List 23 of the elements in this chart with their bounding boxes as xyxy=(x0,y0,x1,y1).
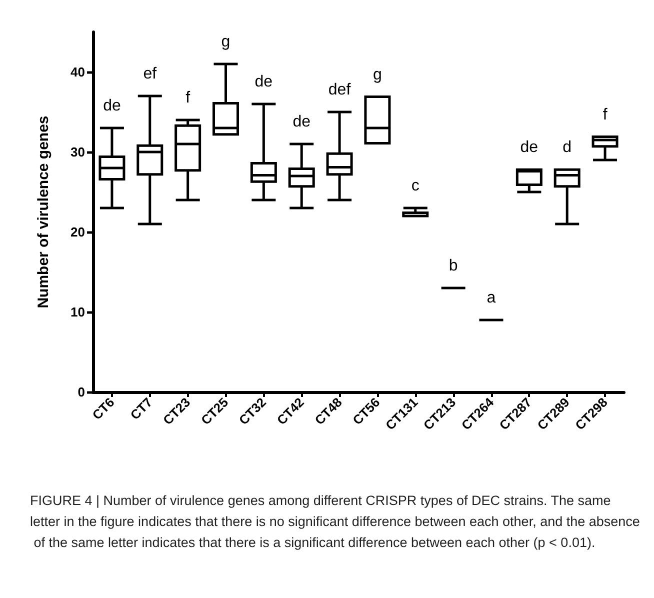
y-tick-label: 0 xyxy=(78,384,85,400)
annotation: g xyxy=(221,34,230,50)
y-axis-title: Number of virulence genes xyxy=(35,116,52,308)
annotation: de xyxy=(103,98,121,114)
y-tick-label: 30 xyxy=(70,144,85,160)
x-tick-label: CT7 xyxy=(127,394,156,423)
annotation: d xyxy=(562,139,572,156)
annotation: f xyxy=(602,106,608,124)
annotation: def xyxy=(328,82,352,98)
annotation: de xyxy=(292,114,311,130)
annotation: ef xyxy=(143,66,158,82)
annotation: f xyxy=(186,90,191,106)
annotation: b xyxy=(448,258,458,274)
annotation: g xyxy=(373,66,382,84)
caption: FIGURE 4 | Number of virulence genes among different CRISPR types of DEC strains. The same letter in the figure indicates that there is no significant difference between each other, and the absence of the same letter indicates that there is a significant difference between each other (p < 0.01). xyxy=(30,493,640,550)
y-tick-label: 40 xyxy=(70,64,85,80)
annotation: de xyxy=(520,139,538,156)
annotation: a xyxy=(486,290,496,306)
y-tick-label: 20 xyxy=(70,224,85,240)
x-tick-label: CT6 xyxy=(89,394,118,423)
y-tick-label: 10 xyxy=(70,304,85,320)
annotation: de xyxy=(254,74,273,90)
annotation: c xyxy=(411,178,420,194)
